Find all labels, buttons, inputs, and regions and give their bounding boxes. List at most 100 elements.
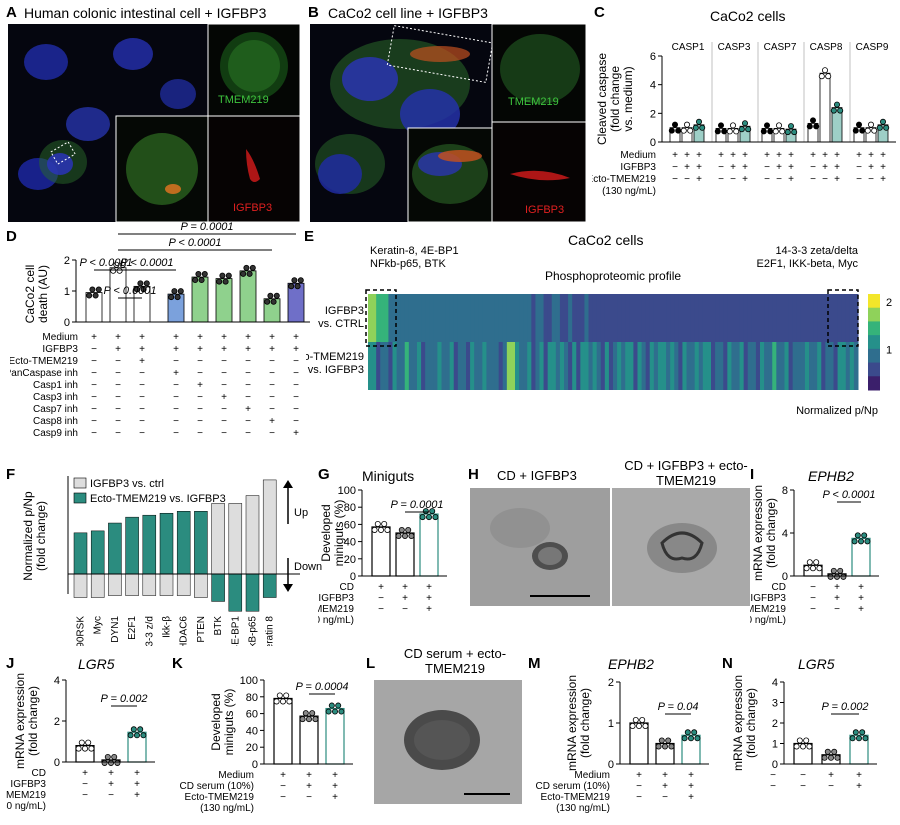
e-heat-cell	[731, 342, 736, 390]
panel-letter-k: K	[172, 655, 183, 672]
e-heat-cell	[604, 294, 610, 342]
c-cond-sign: +	[684, 150, 690, 161]
e-heat-cell	[747, 342, 753, 390]
d-dot	[222, 278, 229, 285]
e-subtitle: Phosphoproteomic profile	[545, 269, 681, 283]
j-cond-sign: +	[134, 779, 140, 790]
e-heat-cell	[784, 342, 790, 390]
e-heat-cell	[743, 294, 749, 342]
k-y-tick-label: 0	[252, 759, 258, 771]
c-cond-sign: +	[776, 150, 782, 161]
e-heat-cell	[474, 342, 479, 390]
c-dot	[830, 107, 837, 114]
e-heat-cell	[539, 294, 545, 342]
e-heat-cell	[506, 342, 512, 390]
e-heat-cell	[829, 342, 834, 390]
d-cond-sign: −	[139, 404, 145, 415]
e-heat-cell	[608, 294, 614, 342]
i-dot	[816, 565, 823, 572]
chart-n: 0 1 2 3 4 mRNA expression(fold change) P = 0.0…	[731, 675, 877, 792]
c-dot	[867, 121, 874, 128]
n-ylabel: mRNA expression(fold change)	[731, 675, 758, 771]
e-heat-cell	[576, 342, 581, 390]
d-cond-sign: −	[91, 344, 97, 355]
d-cond-sign: +	[269, 344, 275, 355]
e-heat-cell	[621, 342, 626, 390]
e-heat-cell	[625, 342, 630, 390]
j-y-tick-label: 2	[54, 716, 60, 728]
e-heat-cell	[392, 294, 398, 342]
i-dot	[854, 532, 861, 539]
f-legend-swatch	[73, 477, 87, 489]
panel-g-title: Miniguts	[362, 468, 415, 484]
d-dot	[92, 292, 99, 299]
n-dot	[828, 754, 835, 761]
d-cond-label: Medium	[42, 332, 78, 343]
c-cond-sign: +	[834, 174, 840, 185]
d-dot	[140, 286, 147, 293]
j-dot	[133, 732, 140, 739]
e-heat-cell	[837, 294, 843, 342]
c-cond-sign: +	[856, 150, 862, 161]
d-cond-sign: −	[115, 392, 121, 403]
i-dot	[861, 532, 868, 539]
e-heat-cell	[768, 342, 773, 390]
e-heat-cell	[849, 294, 855, 342]
c-cond-sign: +	[834, 150, 840, 161]
c-cond-sign: +	[868, 162, 874, 173]
f-bar	[262, 479, 277, 575]
e-heat-cell	[751, 294, 757, 342]
e-heat-cell	[690, 342, 696, 390]
d-dot	[288, 283, 295, 290]
d-dot	[264, 298, 271, 305]
n-dot	[803, 737, 810, 744]
e-colorbar-cell	[868, 376, 880, 391]
e-heat-cell	[751, 342, 757, 390]
c-cond-sign: −	[684, 174, 690, 185]
e-heat-cell	[613, 342, 618, 390]
m-cond-sign: +	[636, 770, 642, 781]
g-cond-sign: +	[378, 582, 384, 593]
c-dot	[818, 73, 825, 80]
g-cond-label: CD	[340, 582, 354, 593]
m-conc: (130 ng/mL)	[556, 803, 610, 814]
d-y-tick-label: 2	[64, 255, 70, 267]
m-dot	[636, 723, 643, 730]
d-cond-sign: −	[115, 368, 121, 379]
d-cond-sign: +	[139, 344, 145, 355]
c-cond-sign: −	[810, 174, 816, 185]
c-dot	[726, 128, 733, 135]
e-heat-cell	[490, 342, 496, 390]
c-cond-sign: +	[718, 150, 724, 161]
k-cond-sign: +	[306, 781, 312, 792]
e-heat-cell	[731, 294, 736, 342]
e-heat-cell	[645, 342, 651, 390]
c-dot	[791, 129, 798, 136]
f-bar	[176, 573, 191, 596]
e-heat-cell	[637, 342, 643, 390]
d-cond-sign: −	[197, 428, 203, 439]
g-cond-label: Ecto-TMEM219	[318, 604, 354, 615]
d-cond-sign: +	[293, 428, 299, 439]
e-heat-cell	[776, 342, 781, 390]
d-dot	[273, 292, 280, 299]
e-heat-cell	[547, 342, 553, 390]
f-bar	[108, 573, 122, 596]
f-bar	[228, 503, 243, 575]
g-cond-sign: −	[378, 604, 384, 615]
d-cond-sign: −	[221, 380, 227, 391]
d-cond-sign: +	[245, 332, 251, 343]
g-y-tick-label: 20	[344, 554, 356, 566]
e-heat-cell	[682, 294, 687, 342]
m-dot	[691, 729, 698, 736]
g-dot	[395, 533, 402, 540]
panel-letter-e: E	[304, 228, 315, 245]
e-heat-cell	[682, 342, 687, 390]
j-dot	[78, 739, 85, 746]
i-cond-sign: +	[834, 582, 840, 593]
d-cond-sign: −	[269, 404, 275, 415]
d-cond-sign: −	[293, 368, 299, 379]
g-bar	[419, 513, 439, 577]
e-heat-cell	[706, 294, 712, 342]
